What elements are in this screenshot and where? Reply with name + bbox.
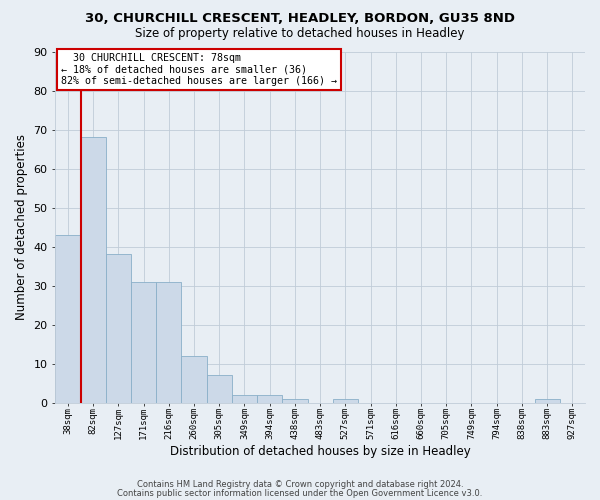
Bar <box>333 398 358 402</box>
Bar <box>232 394 257 402</box>
Bar <box>206 375 232 402</box>
Bar <box>55 235 80 402</box>
Bar <box>156 282 181 403</box>
Bar <box>131 282 156 403</box>
Text: Contains HM Land Registry data © Crown copyright and database right 2024.: Contains HM Land Registry data © Crown c… <box>137 480 463 489</box>
Text: 30, CHURCHILL CRESCENT, HEADLEY, BORDON, GU35 8ND: 30, CHURCHILL CRESCENT, HEADLEY, BORDON,… <box>85 12 515 26</box>
Text: Size of property relative to detached houses in Headley: Size of property relative to detached ho… <box>135 28 465 40</box>
Bar <box>257 394 283 402</box>
Y-axis label: Number of detached properties: Number of detached properties <box>15 134 28 320</box>
Bar <box>181 356 206 403</box>
Bar <box>80 138 106 402</box>
Text: 30 CHURCHILL CRESCENT: 78sqm  
← 18% of detached houses are smaller (36)
82% of : 30 CHURCHILL CRESCENT: 78sqm ← 18% of de… <box>61 54 337 86</box>
Bar <box>283 398 308 402</box>
Text: Contains public sector information licensed under the Open Government Licence v3: Contains public sector information licen… <box>118 488 482 498</box>
Bar <box>106 254 131 402</box>
X-axis label: Distribution of detached houses by size in Headley: Distribution of detached houses by size … <box>170 444 470 458</box>
Bar <box>535 398 560 402</box>
